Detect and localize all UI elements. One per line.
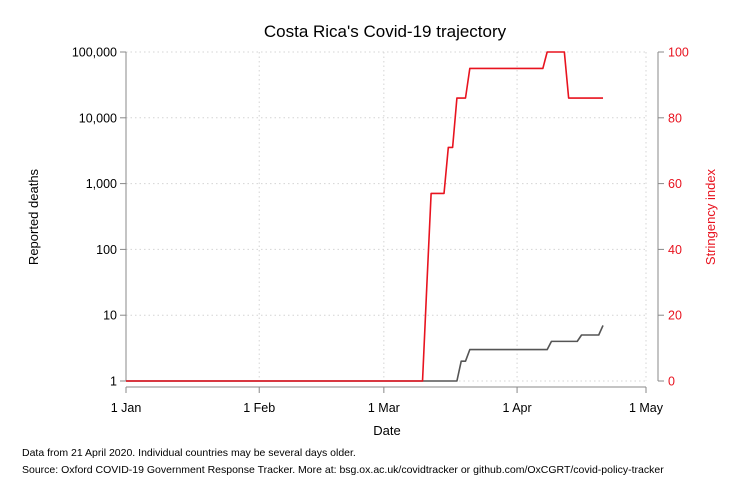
x-tick-label: 1 Feb — [243, 401, 275, 415]
x-tick-label: 1 May — [629, 401, 664, 415]
grid — [125, 51, 647, 382]
axes: 1 10 100 1,000 10,000 100,000 1 Jan 1 Feb 1 Mar 1… — [72, 46, 689, 416]
deaths-line — [126, 325, 604, 382]
left-tick-label: 100,000 — [72, 46, 117, 60]
series-lines — [126, 51, 604, 382]
x-axis-label: Date — [373, 423, 400, 438]
right-axis-label: Stringency index — [703, 168, 718, 265]
left-tick-label: 100 — [96, 243, 117, 257]
left-axis-label: Reported deaths — [26, 168, 41, 265]
left-tick-label: 10 — [103, 309, 117, 323]
right-tick-label: 0 — [668, 375, 675, 389]
x-tick-label: 1 Apr — [502, 401, 531, 415]
data-note: Data from 21 April 2020. Individual coun… — [22, 447, 356, 459]
right-tick-label: 60 — [668, 177, 682, 191]
source-note: Source: Oxford COVID-19 Government Respo… — [22, 464, 664, 476]
chart-title: Costa Rica's Covid-19 trajectory — [264, 22, 507, 41]
right-tick-label: 20 — [668, 309, 682, 323]
x-tick-label: 1 Mar — [368, 401, 400, 415]
left-tick-label: 10,000 — [79, 111, 117, 125]
x-tick-label: 1 Jan — [111, 401, 142, 415]
right-tick-label: 40 — [668, 243, 682, 257]
right-tick-label: 80 — [668, 111, 682, 125]
left-tick-label: 1,000 — [86, 177, 117, 191]
left-tick-label: 1 — [110, 375, 117, 389]
right-tick-label: 100 — [668, 46, 689, 60]
stringency-line — [126, 51, 604, 382]
